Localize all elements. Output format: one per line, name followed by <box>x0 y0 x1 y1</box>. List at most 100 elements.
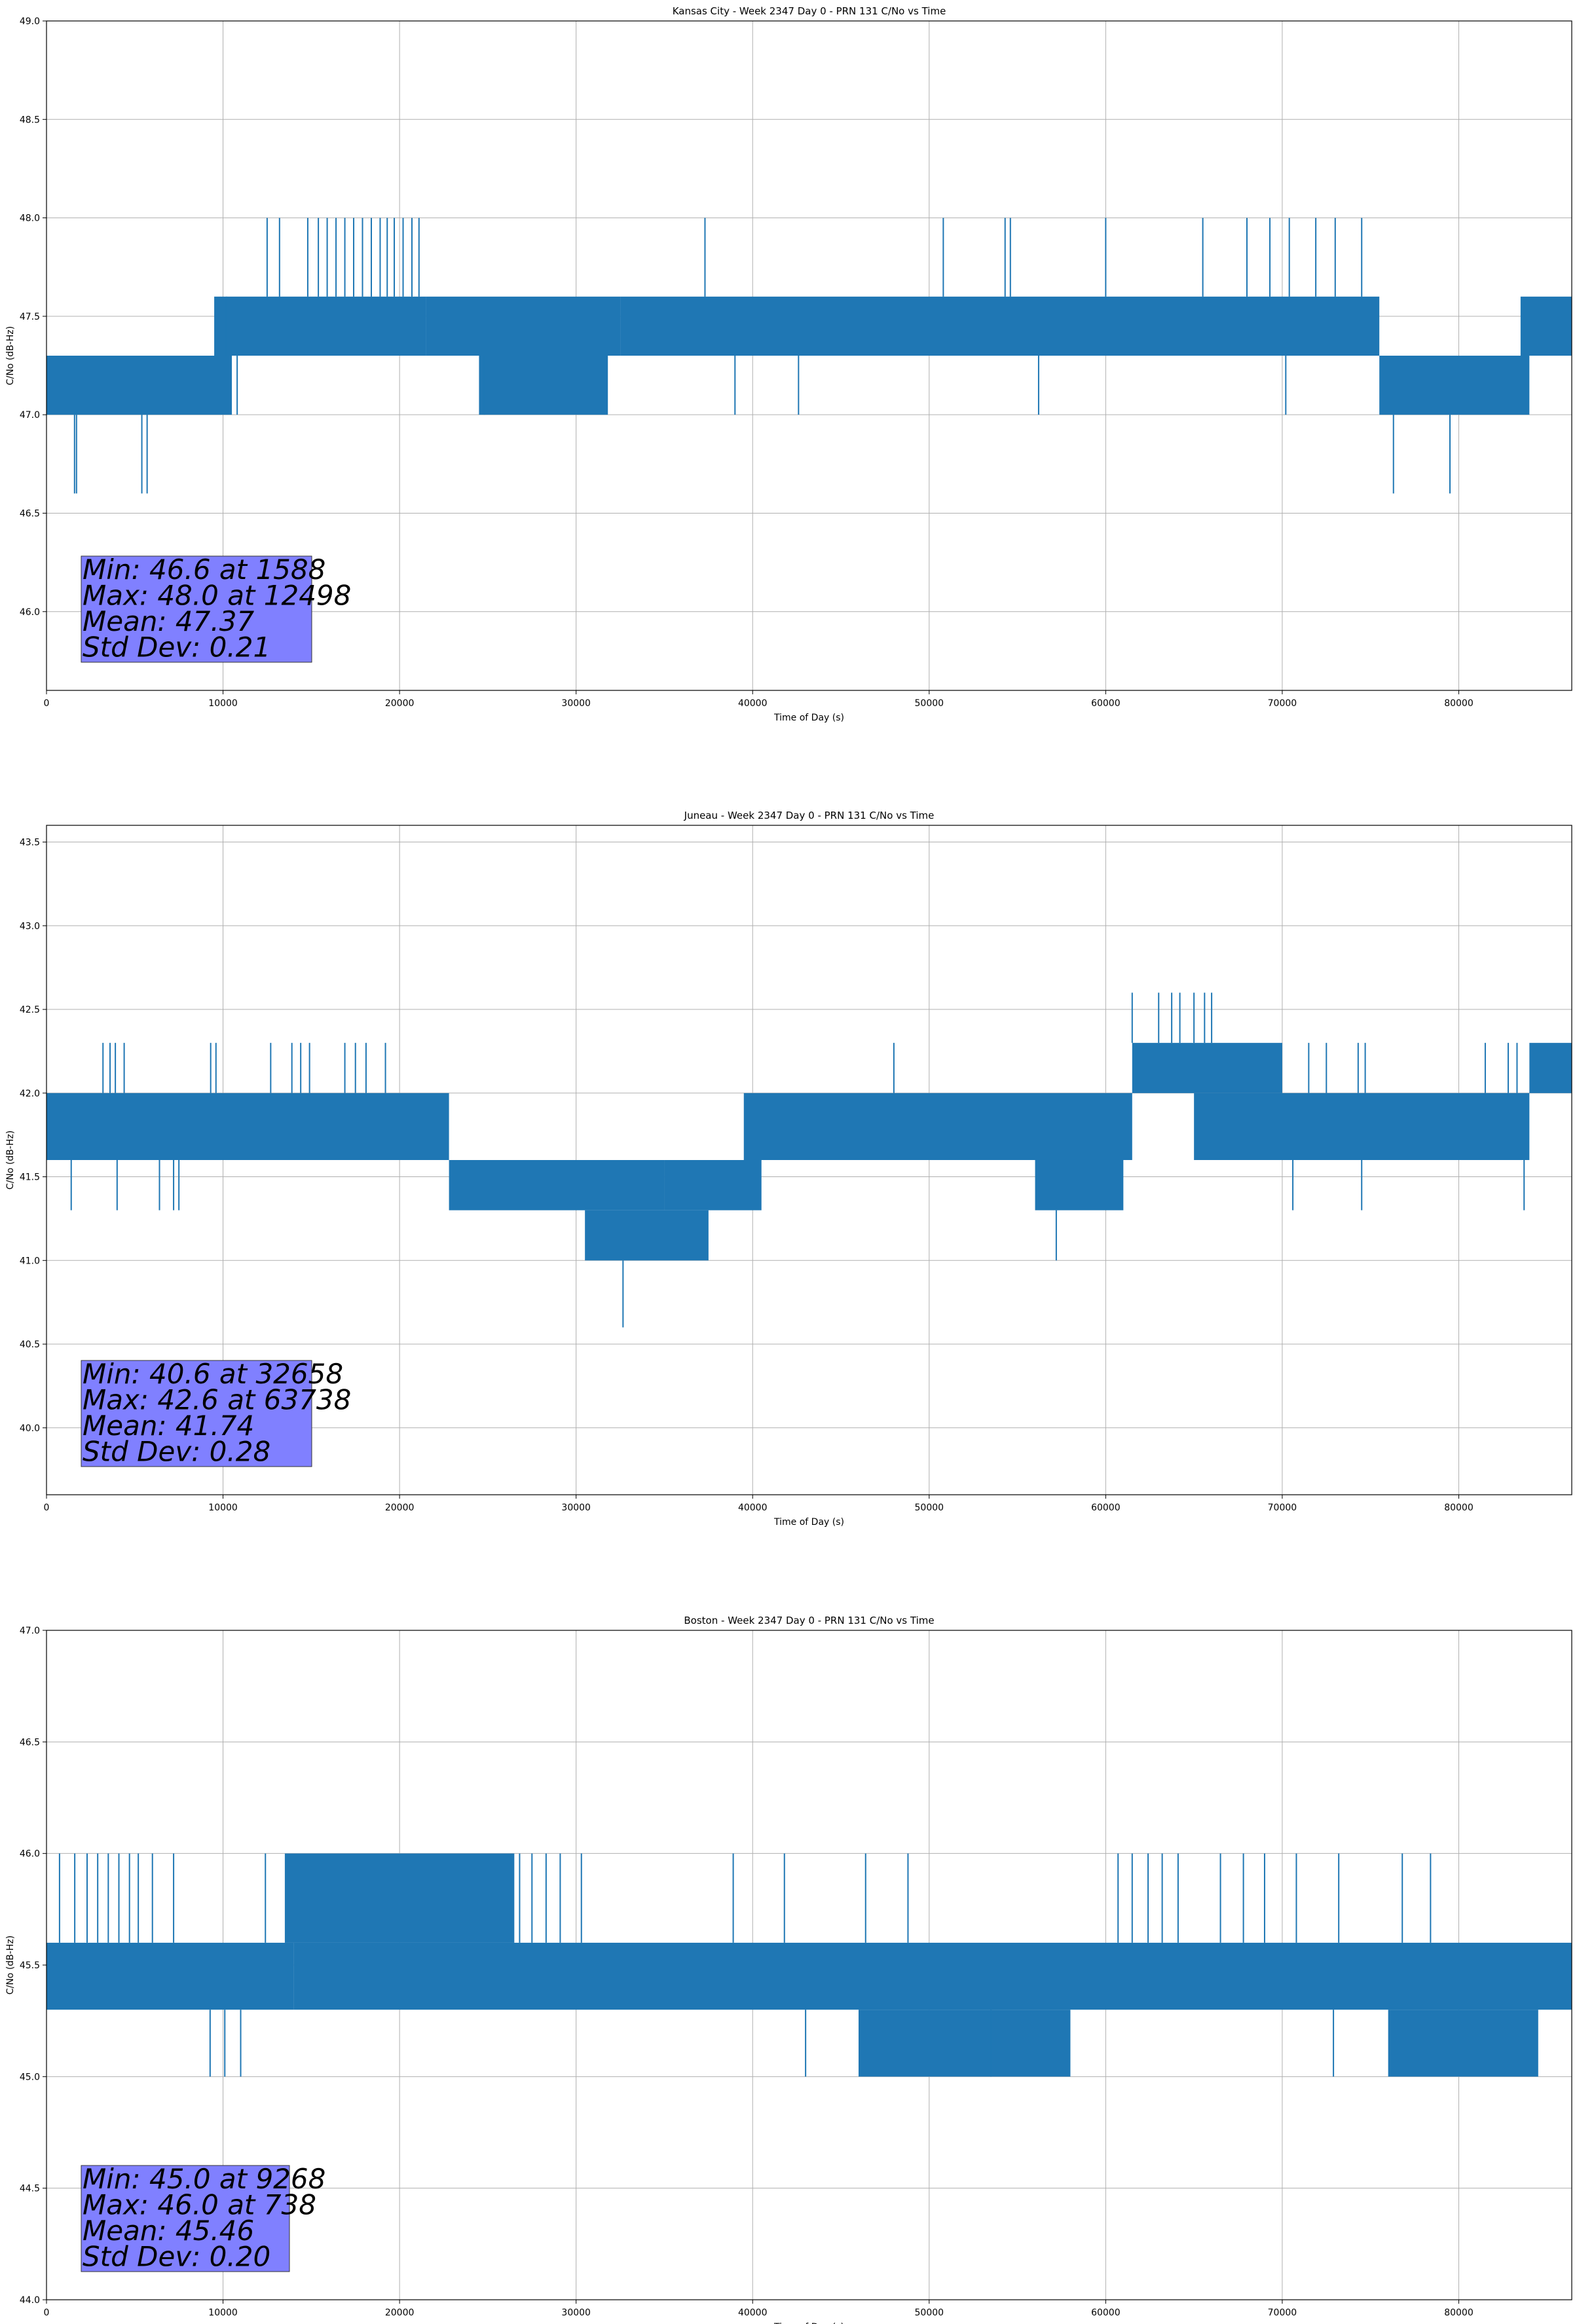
data-band <box>620 296 1380 356</box>
y-axis-label: C/No (dB-Hz) <box>5 1936 16 1995</box>
x-tick-label: 60000 <box>1091 1503 1121 1513</box>
data-band <box>426 296 621 356</box>
y-tick-label: 46.5 <box>20 1737 40 1748</box>
stats-box <box>81 1360 312 1467</box>
stats-line: Min: 40.6 at 32658 <box>83 1358 343 1390</box>
x-tick-label: 80000 <box>1444 1503 1474 1513</box>
stats-line: Max: 42.6 at 63738 <box>83 1384 351 1416</box>
stats-box <box>81 555 312 663</box>
data-band <box>743 1093 1132 1160</box>
x-tick-label: 30000 <box>561 1503 591 1513</box>
stats-line: Mean: 47.37 <box>83 605 254 637</box>
y-tick-label: 41.0 <box>20 1256 40 1266</box>
x-tick-label: 40000 <box>738 2308 768 2318</box>
x-tick-label: 20000 <box>385 698 415 709</box>
x-tick-label: 10000 <box>208 1503 238 1513</box>
x-tick-label: 30000 <box>561 698 591 709</box>
stats-line: Max: 48.0 at 12498 <box>83 580 351 612</box>
y-tick-label: 41.5 <box>20 1172 40 1183</box>
x-tick-label: 0 <box>44 1503 50 1513</box>
data-band <box>1035 1160 1124 1210</box>
chart-panel-1: Kansas City - Week 2347 Day 0 - PRN 131 … <box>5 5 1572 723</box>
data-band <box>1132 1043 1282 1093</box>
y-tick-label: 43.5 <box>20 838 40 848</box>
data-band <box>664 1160 762 1210</box>
y-tick-label: 47.5 <box>20 312 40 322</box>
data-band <box>1194 1093 1530 1160</box>
data-band <box>1520 296 1572 356</box>
chart-title: Juneau - Week 2347 Day 0 - PRN 131 C/No … <box>684 810 935 821</box>
x-tick-label: 70000 <box>1268 698 1297 709</box>
stats-line: Min: 46.6 at 1588 <box>83 553 325 586</box>
stats-line: Std Dev: 0.28 <box>83 1436 270 1468</box>
y-tick-label: 43.0 <box>20 921 40 931</box>
chart-title: Kansas City - Week 2347 Day 0 - PRN 131 … <box>673 5 946 17</box>
stats-line: Min: 45.0 at 9268 <box>83 2163 325 2195</box>
data-band <box>1388 2010 1538 2077</box>
x-tick-label: 80000 <box>1444 2308 1474 2318</box>
x-axis-label: Time of Day (s) <box>773 1517 844 1527</box>
x-tick-label: 50000 <box>915 1503 944 1513</box>
y-tick-label: 42.0 <box>20 1089 40 1099</box>
y-tick-label: 44.5 <box>20 2184 40 2194</box>
x-tick-label: 60000 <box>1091 2308 1121 2318</box>
chart-panel-3: Boston - Week 2347 Day 0 - PRN 131 C/No … <box>5 1615 1572 2324</box>
data-band <box>46 1942 294 2010</box>
data-band <box>46 1093 449 1160</box>
data-band <box>46 356 232 415</box>
y-tick-label: 48.5 <box>20 115 40 125</box>
stats-line: Mean: 45.46 <box>83 2215 254 2247</box>
y-tick-label: 46.0 <box>20 607 40 618</box>
chart-panel-2: Juneau - Week 2347 Day 0 - PRN 131 C/No … <box>5 810 1572 1527</box>
y-axis-label: C/No (dB-Hz) <box>5 326 16 385</box>
y-tick-label: 45.5 <box>20 1960 40 1971</box>
stats-line: Max: 46.0 at 738 <box>83 2189 316 2221</box>
x-axis-label: Time of Day (s) <box>773 2322 844 2324</box>
x-tick-label: 50000 <box>915 698 944 709</box>
y-tick-label: 40.0 <box>20 1423 40 1434</box>
stats-box <box>81 2165 290 2272</box>
x-tick-label: 70000 <box>1268 1503 1297 1513</box>
data-band <box>1529 1043 1572 1093</box>
data-band <box>449 1160 665 1210</box>
x-tick-label: 40000 <box>738 698 768 709</box>
data-band <box>479 356 608 415</box>
stats-line: Mean: 41.74 <box>83 1410 254 1442</box>
y-tick-label: 47.0 <box>20 410 40 421</box>
chart-title: Boston - Week 2347 Day 0 - PRN 131 C/No … <box>684 1615 934 1626</box>
x-tick-label: 20000 <box>385 2308 415 2318</box>
data-band <box>293 1942 1572 2010</box>
x-tick-label: 0 <box>44 2308 50 2318</box>
y-axis-label: C/No (dB-Hz) <box>5 1131 16 1190</box>
x-tick-label: 10000 <box>208 2308 238 2318</box>
x-tick-label: 80000 <box>1444 698 1474 709</box>
x-tick-label: 0 <box>44 698 50 709</box>
x-tick-label: 10000 <box>208 698 238 709</box>
y-tick-label: 42.5 <box>20 1005 40 1015</box>
y-tick-label: 40.5 <box>20 1340 40 1350</box>
y-tick-label: 47.0 <box>20 1626 40 1636</box>
data-band <box>585 1210 709 1261</box>
x-tick-label: 30000 <box>561 2308 591 2318</box>
plot-frame <box>46 825 1572 1495</box>
x-tick-label: 40000 <box>738 1503 768 1513</box>
y-tick-label: 49.0 <box>20 16 40 27</box>
data-band <box>1379 356 1530 415</box>
y-tick-label: 44.0 <box>20 2295 40 2306</box>
data-band <box>214 296 426 356</box>
y-tick-label: 48.0 <box>20 214 40 224</box>
data-band <box>858 2010 1071 2077</box>
stats-line: Std Dev: 0.21 <box>83 631 270 664</box>
data-band <box>284 1853 515 1943</box>
y-tick-label: 46.0 <box>20 1849 40 1860</box>
y-tick-label: 46.5 <box>20 508 40 519</box>
x-axis-label: Time of Day (s) <box>773 713 844 723</box>
y-tick-label: 45.0 <box>20 2072 40 2082</box>
x-tick-label: 70000 <box>1268 2308 1297 2318</box>
stats-line: Std Dev: 0.20 <box>83 2241 270 2273</box>
x-tick-label: 20000 <box>385 1503 415 1513</box>
plot-frame <box>46 20 1572 691</box>
x-tick-label: 50000 <box>915 2308 944 2318</box>
x-tick-label: 60000 <box>1091 698 1121 709</box>
